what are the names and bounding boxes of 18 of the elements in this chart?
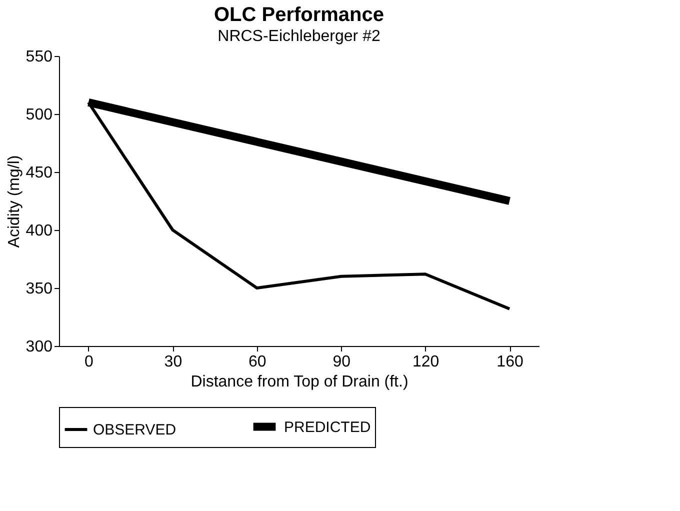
- y-tick-label: 300: [26, 338, 53, 356]
- x-tick-label: 60: [248, 354, 266, 370]
- y-tick-label: 550: [26, 48, 53, 66]
- y-tick-label: 450: [26, 164, 53, 182]
- x-tick-label: 90: [332, 354, 351, 370]
- x-tick-label: 160: [496, 354, 524, 370]
- y-tick-label: 350: [26, 280, 53, 298]
- x-tick-label: 120: [412, 354, 440, 370]
- chart-title: OLC Performance: [214, 4, 384, 26]
- x-tick-label: 30: [164, 354, 182, 370]
- y-tick-label: 400: [26, 222, 53, 240]
- legend-label: PREDICTED: [284, 418, 371, 436]
- x-tick-label: 0: [84, 354, 94, 370]
- x-axis-title: Distance from Top of Drain (ft.): [190, 374, 408, 390]
- legend-label: OBSERVED: [93, 422, 176, 438]
- y-axis-title: Acidity (mg/l): [6, 155, 23, 248]
- y-tick-label: 500: [26, 106, 53, 124]
- chart-subtitle: NRCS-Eichleberger #2: [218, 28, 380, 45]
